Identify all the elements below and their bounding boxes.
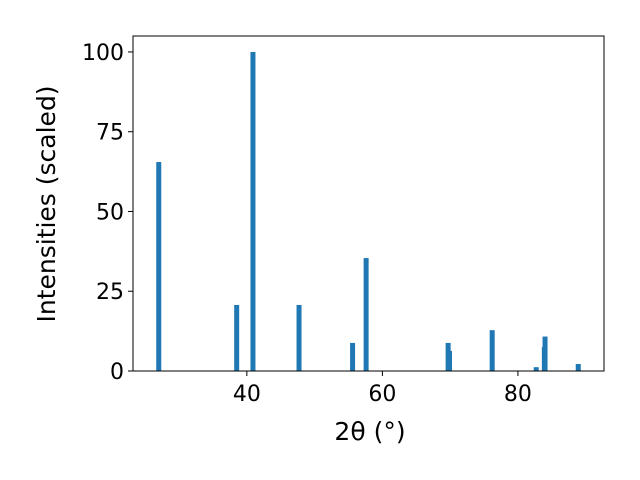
x-tick-label: 40 — [233, 382, 261, 407]
y-axis-label: Intensities (scaled) — [32, 85, 61, 322]
bar — [156, 162, 162, 371]
x-tick-label: 80 — [504, 382, 532, 407]
plot-frame — [132, 35, 605, 372]
bar — [575, 363, 581, 371]
y-tick-label: 25 — [96, 280, 124, 305]
bar — [542, 336, 548, 371]
bar — [350, 342, 356, 371]
y-tick-label: 75 — [96, 121, 124, 146]
bar — [234, 304, 240, 371]
y-tick-label: 0 — [110, 360, 124, 385]
bar — [296, 304, 302, 371]
y-tick-label: 50 — [96, 200, 124, 225]
y-tick-label: 100 — [82, 41, 124, 66]
bar — [533, 367, 539, 371]
x-tick-label: 60 — [368, 382, 396, 407]
bar — [489, 330, 495, 371]
bar — [363, 258, 369, 371]
bar — [250, 51, 256, 371]
x-axis-label: 2θ (°) — [334, 417, 405, 446]
bar — [446, 350, 452, 371]
